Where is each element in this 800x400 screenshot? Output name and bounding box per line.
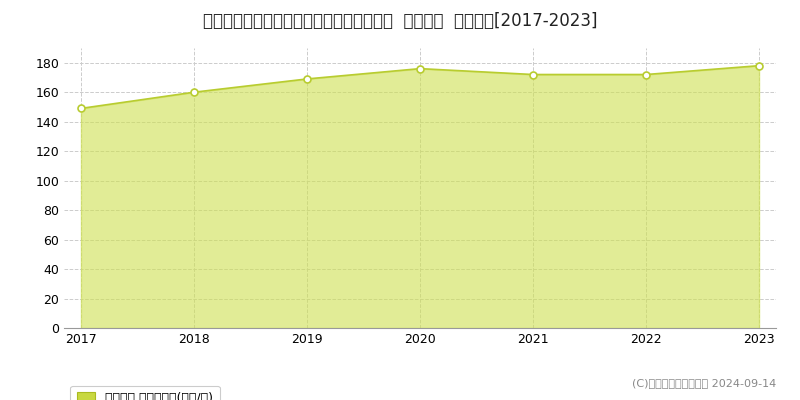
Text: 兵庫県神戸市中央区熊内町７丁目４番４外  地価公示  地価推移[2017-2023]: 兵庫県神戸市中央区熊内町７丁目４番４外 地価公示 地価推移[2017-2023]: [202, 12, 598, 30]
Text: (C)土地価格ドットコム 2024-09-14: (C)土地価格ドットコム 2024-09-14: [632, 378, 776, 388]
Legend: 地価公示 平均坪単価(万円/坪): 地価公示 平均坪単価(万円/坪): [70, 386, 219, 400]
